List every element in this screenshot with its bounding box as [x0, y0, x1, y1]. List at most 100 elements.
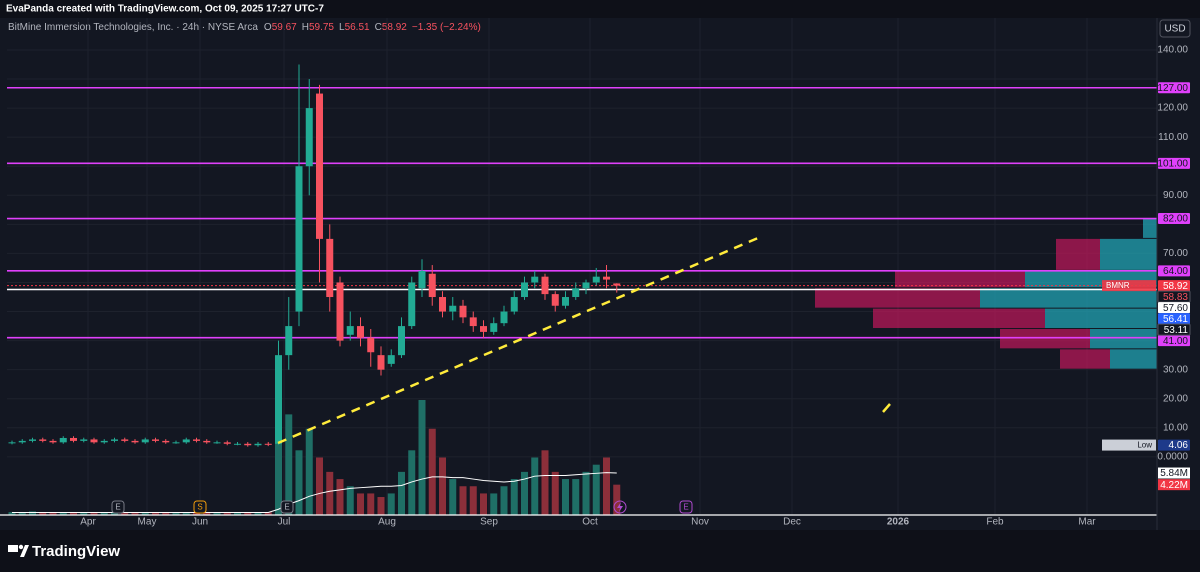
top-bar — [0, 0, 1200, 18]
candle-body — [541, 276, 549, 295]
volume-bar — [305, 428, 313, 515]
volume-bar — [592, 464, 600, 515]
symbol: BitMine Immersion Technologies, Inc. · 2… — [8, 22, 258, 33]
volume-bar — [275, 443, 282, 515]
volume-bar — [357, 493, 364, 515]
volume-bar — [80, 512, 88, 515]
candle-body — [531, 276, 539, 283]
event-icon[interactable] — [613, 500, 627, 514]
change: −1.35 (−2.24%) — [412, 22, 481, 33]
candle-body — [254, 443, 262, 446]
y-tick-label: 70.00 — [1163, 248, 1188, 259]
profile-down — [815, 288, 980, 308]
volume-bar — [377, 497, 385, 515]
volume-bar — [193, 512, 200, 515]
candle-body — [346, 326, 354, 335]
candle-body — [90, 439, 98, 443]
volume-bar — [182, 512, 190, 515]
volume-bar — [480, 493, 487, 515]
candle-body — [377, 355, 385, 370]
candle-body — [367, 337, 375, 353]
volume-bar — [285, 414, 293, 515]
volume-bar — [254, 512, 262, 515]
candle-body — [59, 437, 67, 443]
volume-bar — [18, 512, 26, 515]
candle-body — [428, 273, 436, 298]
volume-bar — [203, 512, 211, 515]
candle-body — [29, 439, 36, 441]
volume-bar — [603, 457, 610, 515]
price-label: 53.11 — [1164, 325, 1189, 336]
footer-bar — [0, 530, 1200, 572]
price-label: 56.41 — [1163, 314, 1188, 325]
price-tag-box — [1102, 280, 1156, 292]
y-tick-label: 10.00 — [1163, 422, 1188, 433]
price-label-box — [1158, 335, 1190, 347]
candle-body — [121, 439, 129, 441]
volume-bar — [572, 479, 580, 515]
candle-body — [244, 443, 252, 446]
volume-bar — [29, 511, 36, 515]
price-label: 57.60 — [1163, 303, 1188, 314]
candle-body — [336, 282, 344, 341]
volume-bar — [582, 471, 590, 515]
profile-down — [1000, 328, 1090, 349]
volume-bar — [213, 512, 221, 515]
volume-bar — [613, 484, 621, 515]
candle-body — [111, 439, 118, 441]
volume-bar — [398, 471, 405, 515]
x-tick-label: May — [138, 517, 157, 528]
y-tick-label: 20.00 — [1163, 393, 1188, 404]
y-tick-label: 140.00 — [1157, 45, 1188, 56]
profile-up — [1143, 218, 1157, 238]
currency: USD — [1164, 24, 1185, 35]
volume-bar — [562, 479, 569, 515]
candle-body — [70, 437, 77, 441]
x-tick-label: Oct — [582, 517, 598, 528]
candle-body — [572, 288, 580, 298]
candle-body — [264, 443, 272, 445]
volume-bar — [449, 479, 457, 515]
volume-bar — [295, 450, 303, 515]
volume-bar — [408, 450, 416, 515]
candle-body — [398, 326, 405, 356]
candle-body — [510, 297, 518, 312]
profile-up — [1045, 308, 1157, 328]
x-tick-label: Dec — [783, 517, 801, 528]
volume-ma-label-box — [1158, 467, 1190, 479]
volume-bar — [244, 512, 252, 515]
price-label-box — [1158, 439, 1190, 451]
candle-body — [582, 282, 590, 289]
x-tick-label: Feb — [986, 517, 1004, 528]
ohlc-letter: C — [375, 22, 382, 33]
price-tag: BMNR — [1106, 281, 1130, 290]
candle-body — [8, 442, 16, 444]
candle-body — [439, 297, 446, 312]
candle-body — [357, 326, 364, 338]
candle-body — [275, 355, 282, 444]
x-tick-label: Jun — [192, 517, 208, 528]
volume-bar — [234, 512, 241, 515]
candle-body — [603, 276, 610, 280]
volume-ma-label: 5.84M — [1160, 468, 1188, 479]
event-icon — [111, 500, 125, 514]
profile-up — [1110, 349, 1157, 369]
volume-bar — [346, 486, 354, 515]
price-label-box — [1158, 213, 1190, 225]
volume-bar — [459, 486, 467, 515]
event-icon — [280, 500, 294, 514]
event-icon — [679, 500, 693, 514]
volume-bar — [428, 428, 436, 515]
x-tick-label: Mar — [1078, 517, 1096, 528]
volume-bar — [500, 486, 508, 515]
y-tick-label: 90.00 — [1163, 190, 1188, 201]
volume-bar — [541, 450, 549, 515]
logo-shape — [20, 545, 29, 557]
price-label-box — [1158, 280, 1190, 292]
y-tick-label: 30.00 — [1163, 364, 1188, 375]
candle-body — [182, 439, 190, 443]
volume-bar — [70, 512, 77, 515]
candle-body — [305, 108, 313, 167]
